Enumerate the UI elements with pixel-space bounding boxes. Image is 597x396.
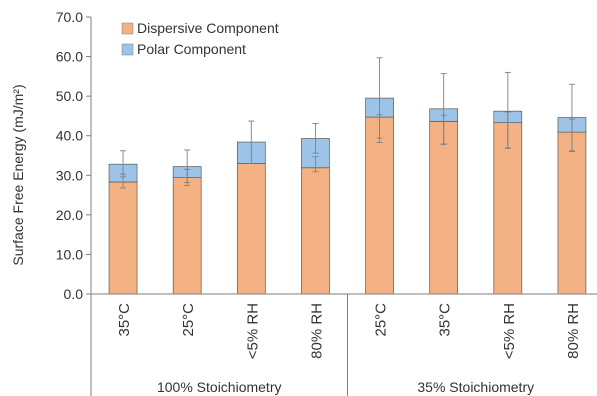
legend-swatch-polar (121, 43, 134, 56)
y-tick-label: 0.0 (64, 286, 84, 302)
x-tick-label: 35°C (116, 303, 133, 337)
legend: Dispersive Component Polar Component (121, 20, 279, 57)
legend-label-dispersive: Dispersive Component (137, 20, 279, 36)
y-tick-label: 40.0 (56, 128, 83, 144)
legend-swatch-dispersive (121, 22, 134, 35)
bar-dispersive (301, 167, 330, 295)
x-tick-label: 35°C (437, 303, 454, 337)
legend-label-polar: Polar Component (137, 41, 246, 57)
bar-dispersive (365, 116, 394, 295)
bar-dispersive (108, 181, 138, 295)
y-tick-label: 60.0 (56, 49, 83, 65)
y-tick-label: 50.0 (56, 88, 83, 104)
y-tick-label: 30.0 (56, 167, 83, 183)
y-tick-label: 10.0 (56, 246, 83, 262)
y-tick-label: 70.0 (56, 9, 83, 25)
group-label: 100% Stoichiometry (157, 379, 282, 395)
bar-dispersive (172, 177, 202, 295)
x-tick-label: 80% RH (565, 303, 582, 359)
plot-area: 0.0 10.0 20.0 30.0 40.0 50.0 60.0 70.0 35°C 25°C <… (56, 9, 597, 396)
bar-dispersive (429, 121, 459, 295)
bar-dispersive (236, 163, 266, 295)
legend-item-polar: Polar Component (121, 41, 246, 57)
x-tick-label: <5% RH (501, 303, 518, 359)
x-tick-label: 25°C (180, 303, 197, 337)
x-tick-label: 25°C (373, 303, 390, 337)
y-tick-label: 20.0 (56, 207, 83, 223)
bar-dispersive (557, 131, 587, 295)
legend-item-dispersive: Dispersive Component (121, 20, 279, 36)
x-tick-label: 80% RH (308, 303, 325, 359)
group-label: 35% Stoichiometry (417, 379, 534, 395)
y-axis-title: Surface Free Energy (mJ/m²) (10, 84, 26, 265)
x-tick-label: <5% RH (244, 303, 261, 359)
